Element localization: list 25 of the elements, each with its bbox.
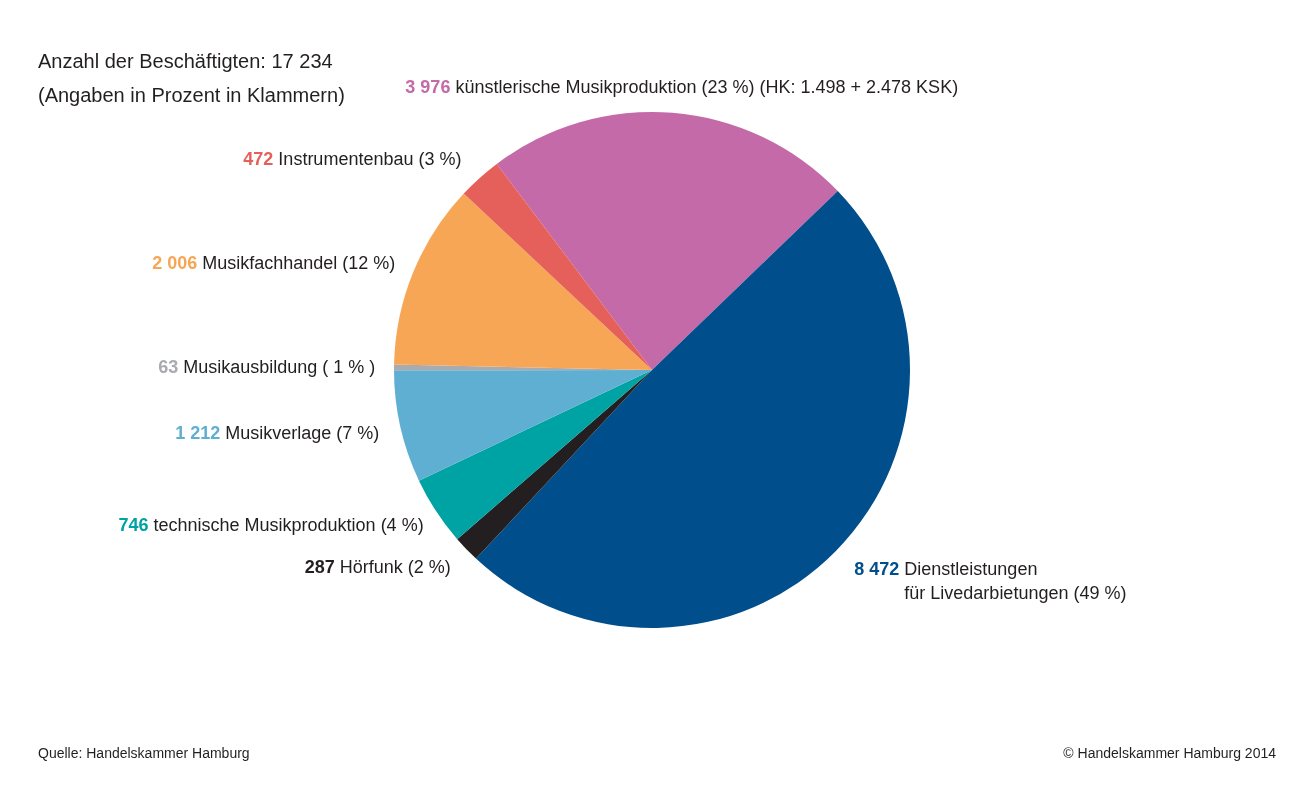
slice-label: Musikverlage (7 %): [225, 422, 380, 443]
data-label: 746: [118, 515, 149, 536]
data-label: 2 006: [152, 252, 198, 273]
slice-label: künstlerische Musikproduktion (23 %) (HK: 1.498 + 2.478 KSK): [455, 77, 959, 98]
slice-label: Hörfunk (2 %): [339, 557, 451, 578]
pie-slice: [394, 370, 652, 481]
data-label: 1 212: [175, 422, 221, 443]
slice-label: Instrumentenbau (3 %): [278, 148, 462, 169]
data-label: 3 976: [405, 77, 451, 98]
slice-label: technische Musikproduktion (4 %): [153, 515, 424, 536]
data-label: 63: [158, 357, 179, 378]
slice-label: Musikfachhandel (12 %): [202, 252, 396, 273]
data-label: 8 472: [854, 559, 900, 580]
pie-slice: [457, 370, 652, 559]
pie-slice: [463, 163, 652, 370]
slice-label: Dienstleistungen für Livedarbietungen (49 %): [904, 559, 1127, 604]
chart-subtitle: (Angaben in Prozent in Klammern): [38, 84, 345, 106]
chart-title: Anzahl der Beschäftigten: 17 234: [38, 50, 333, 72]
text: © Handelskammer Hamburg 2014: [1063, 745, 1277, 761]
data-label: 472: [243, 148, 274, 169]
pie-slice: [394, 193, 652, 370]
data-label: 287: [304, 557, 335, 578]
source-note: Quelle: Handelskammer Hamburg: [38, 745, 250, 761]
pie-slice: [496, 112, 838, 370]
slice-label: Musikausbildung ( 1 % ): [183, 357, 376, 378]
